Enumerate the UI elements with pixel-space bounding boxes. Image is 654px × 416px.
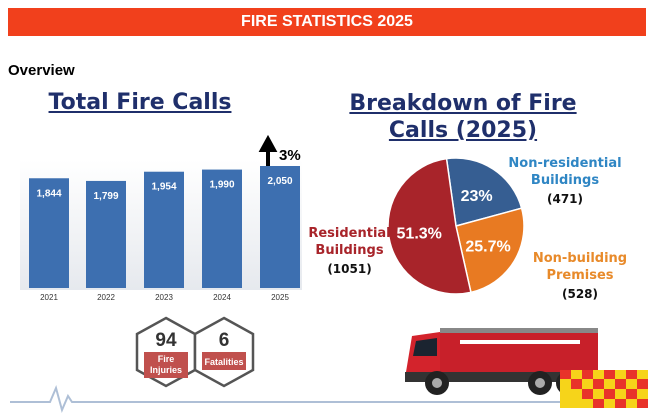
label-box: [202, 352, 246, 370]
bar: [260, 166, 300, 288]
stat-value: 94: [155, 330, 177, 351]
header-title: FIRE STATISTICS 2025: [8, 8, 646, 36]
value-label: 1,954: [151, 182, 176, 193]
bar: [86, 180, 126, 288]
slice-count: (1051): [327, 262, 372, 276]
slice-name: Non-building Premises: [532, 251, 628, 283]
slice-value-label: 23%: [461, 188, 493, 205]
pie-slice: [455, 207, 525, 294]
pie-slice: [387, 157, 472, 295]
x-tick-label: 2021: [40, 293, 58, 302]
pie-chart-title: Breakdown of Fire Calls (2025): [349, 91, 577, 143]
slice-name: Non-residential Buildings: [508, 156, 622, 188]
up-arrow: [258, 134, 278, 166]
slice-count: (471): [546, 192, 584, 206]
stat-value: 6: [219, 330, 230, 351]
slice-count: (528): [561, 287, 599, 301]
x-tick-label: 2024: [213, 293, 231, 302]
bar: [29, 178, 69, 288]
pie-slice: [445, 157, 523, 227]
change-label: 3%: [279, 147, 301, 164]
value-label: 1,990: [209, 180, 234, 191]
x-tick-label: 2025: [271, 293, 289, 302]
slice-value-label: 25.7%: [465, 238, 510, 255]
slice-value-label: 51.3%: [397, 226, 442, 243]
stat-label: Fire Injuries: [149, 354, 182, 375]
value-label: 1,844: [36, 188, 61, 199]
value-label: 1,799: [93, 191, 118, 202]
x-tick-label: 2023: [155, 293, 173, 302]
label-box: [144, 352, 188, 378]
x-tick-label: 2022: [97, 293, 115, 302]
bar: [202, 169, 242, 288]
bar: [144, 171, 184, 288]
stat-label: Fatalities: [204, 357, 244, 367]
stat-badges: 94 6: [135, 316, 255, 388]
slice-name: Residential Buildings: [308, 226, 391, 258]
bar-chart-title: Total Fire Calls: [48, 90, 232, 115]
value-label: 2,050: [267, 176, 292, 187]
section-title: Overview: [8, 62, 75, 79]
checker-pattern: [560, 370, 648, 408]
pulse-line: [10, 384, 560, 414]
fire-truck-illustration: [405, 328, 600, 395]
